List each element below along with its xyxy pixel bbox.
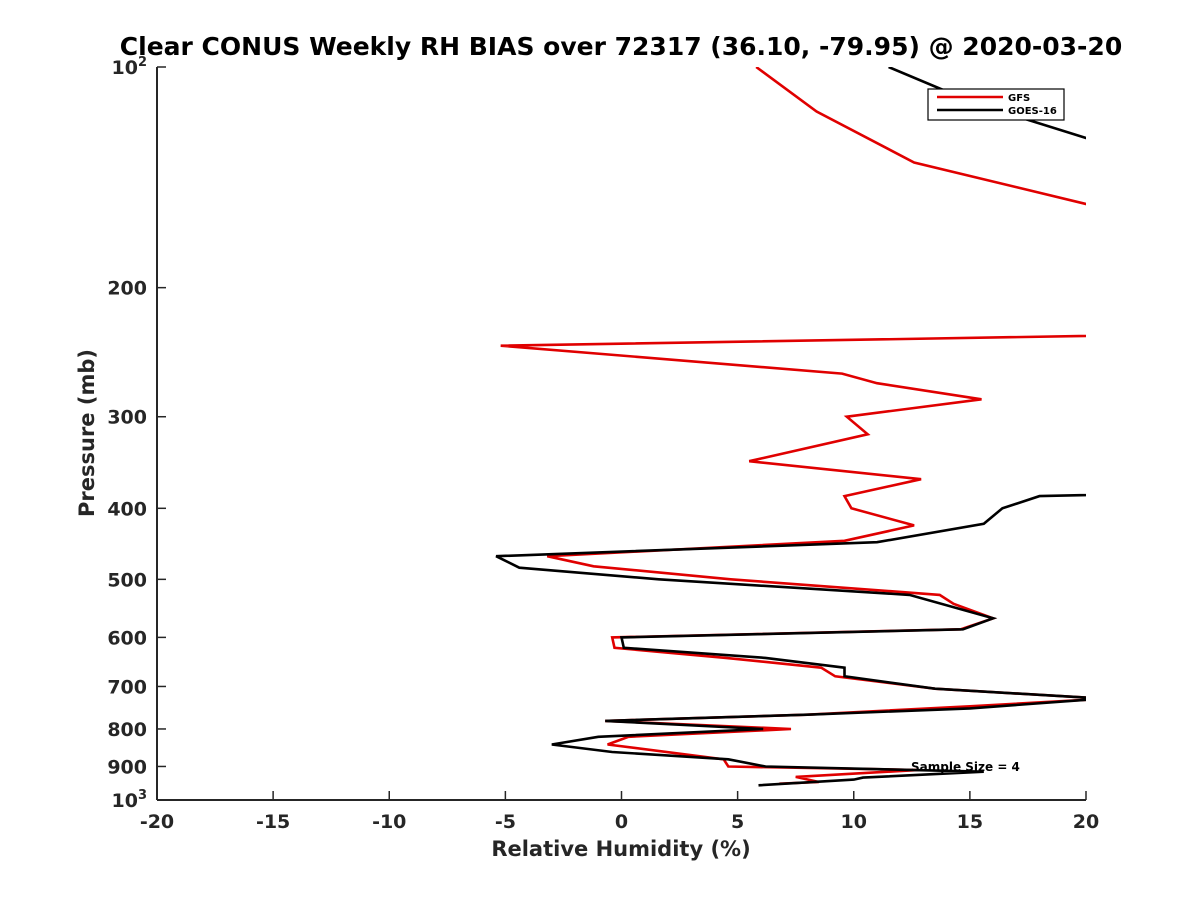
sample-size-annotation: Sample Size = 4 <box>911 760 1020 774</box>
x-tick-label: 0 <box>615 811 628 833</box>
y-tick-label: 300 <box>107 407 147 429</box>
y-tick-label: 200 <box>107 278 147 300</box>
series-layer <box>495 67 1086 787</box>
y-tick-label: 102 <box>112 55 148 79</box>
y-tick-label: 500 <box>107 569 147 591</box>
y-tick-label: 900 <box>107 756 147 778</box>
plot-area <box>157 67 1086 800</box>
x-tick-label: -20 <box>140 811 174 833</box>
x-axis-label: Relative Humidity (%) <box>491 837 750 861</box>
chart-title: Clear CONUS Weekly RH BIAS over 72317 (3… <box>120 32 1122 61</box>
x-tick-label: -10 <box>372 811 406 833</box>
x-tick-label: 5 <box>731 811 744 833</box>
legend: GFS GOES-16 <box>927 88 1065 121</box>
series-line-goes-16 <box>495 67 1086 787</box>
y-tick-label: 400 <box>107 498 147 520</box>
y-axis-ticks: 102 200 300 400 500 600 700 800 900 103 <box>107 55 166 812</box>
series-line-gfs <box>500 67 1086 785</box>
x-tick-label: 10 <box>841 811 867 833</box>
legend-label-gfs: GFS <box>1008 93 1030 104</box>
y-tick-label: 700 <box>107 676 147 698</box>
y-tick-label: 103 <box>112 788 148 812</box>
y-tick-label: 600 <box>107 627 147 649</box>
x-tick-label: 20 <box>1073 811 1099 833</box>
legend-label-goes-16: GOES-16 <box>1008 106 1057 117</box>
x-tick-label: -15 <box>256 811 290 833</box>
x-tick-label: -5 <box>495 811 516 833</box>
y-axis-label: Pressure (mb) <box>75 349 99 517</box>
y-tick-label: 800 <box>107 719 147 741</box>
x-tick-label: 15 <box>957 811 983 833</box>
legend-box <box>927 88 1065 121</box>
x-axis-ticks: -20 -15 -10 -5 0 5 10 15 20 <box>140 791 1099 833</box>
